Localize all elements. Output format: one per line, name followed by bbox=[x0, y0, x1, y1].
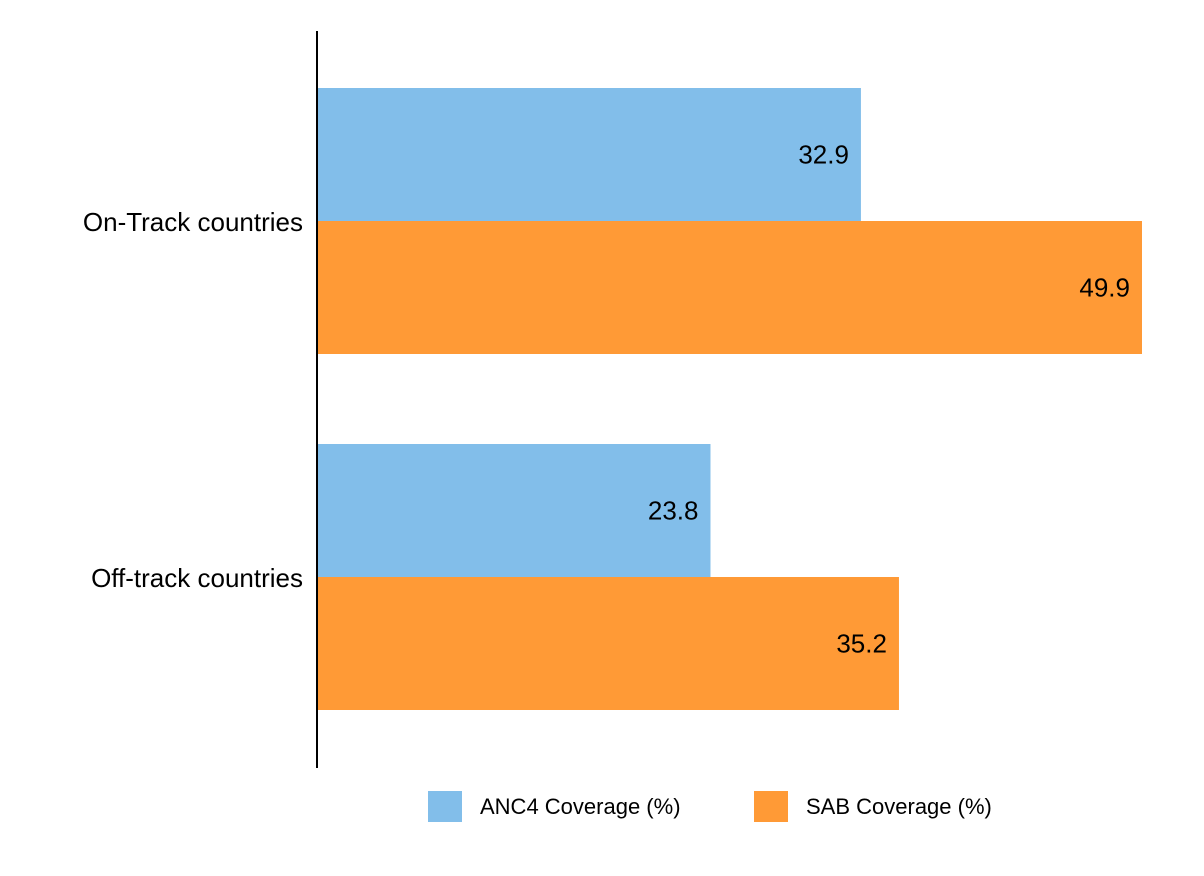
bar-sab-coverage-on-track-countries bbox=[317, 221, 1142, 354]
data-label-sab-coverage-off-track-countries: 35.2 bbox=[836, 629, 887, 659]
legend-label-sab-coverage: SAB Coverage (%) bbox=[806, 794, 992, 819]
bar-sab-coverage-off-track-countries bbox=[317, 577, 899, 710]
bars-layer bbox=[317, 88, 1142, 710]
data-labels-layer: 32.9 49.9 23.8 35.2 bbox=[648, 140, 1130, 659]
data-label-anc4-coverage-off-track-countries: 23.8 bbox=[648, 496, 699, 526]
data-label-sab-coverage-on-track-countries: 49.9 bbox=[1079, 273, 1130, 303]
bar-anc4-coverage-on-track-countries bbox=[317, 88, 861, 221]
legend-label-anc4-coverage: ANC4 Coverage (%) bbox=[480, 794, 681, 819]
legend-swatch-anc4-coverage bbox=[428, 791, 462, 822]
legend: ANC4 Coverage (%) SAB Coverage (%) bbox=[428, 791, 992, 822]
category-label-on-track-countries: On-Track countries bbox=[83, 207, 303, 237]
bar-anc4-coverage-off-track-countries bbox=[317, 444, 711, 577]
data-label-anc4-coverage-on-track-countries: 32.9 bbox=[798, 140, 849, 170]
category-labels-layer: On-Track countries Off-track countries bbox=[83, 207, 303, 593]
legend-swatch-sab-coverage bbox=[754, 791, 788, 822]
category-label-off-track-countries: Off-track countries bbox=[91, 563, 303, 593]
